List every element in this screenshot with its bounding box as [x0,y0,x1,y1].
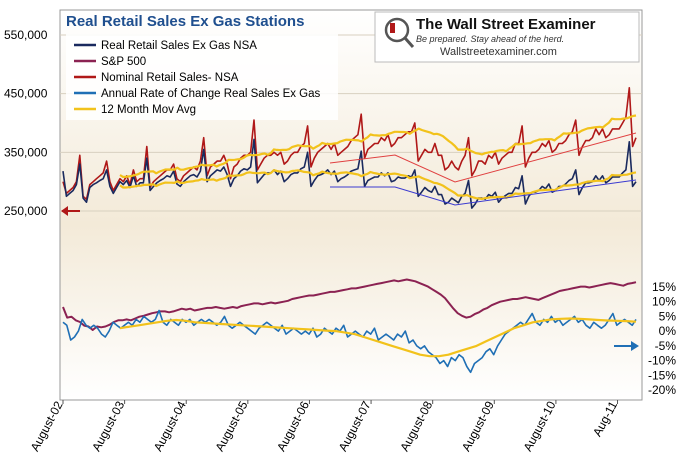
magnifier-icon [384,17,410,43]
logo-tagline: Be prepared. Stay ahead of the herd. [416,34,564,44]
right-axis: 15%10%5%0%-5%-10%-15%-20% [648,280,676,397]
chart-title: Real Retail Sales Ex Gas Stations [66,13,304,30]
right-tick-label: 10% [652,295,676,309]
logo-box [374,11,640,63]
left-tick-label: 250,000 [4,204,48,218]
legend-entry: 12 Month Mov Avg [101,104,196,116]
logo: The Wall Street Examiner Be prepared. St… [374,11,640,63]
series-annual-roc [62,309,637,374]
magnifier-handle-icon [403,37,415,48]
trend-line-blue [330,179,637,206]
series-mov-avg-roc [119,317,637,358]
trend-line-red [329,132,637,183]
left-tick-label: 550,000 [4,28,48,42]
left-tick-label: 350,000 [4,145,48,159]
right-tick-label: -10% [648,354,676,368]
series-mov-avg-nominal [119,114,637,178]
legend-entry: Annual Rate of Change Real Sales Ex Gas [101,88,321,100]
right-tick-label: -5% [655,339,677,353]
legend-entry: Nominal Retail Sales- NSA [101,72,239,84]
right-tick-label: -20% [648,383,676,397]
left-tick-label: 450,000 [4,87,48,101]
left-arrow-head-icon [61,206,68,216]
flag-stripe-icon [390,23,395,33]
right-tick-label: -15% [648,368,676,382]
right-tick-label: 0% [659,324,677,338]
right-arrow-head-icon [631,341,639,351]
series-nominal-retail [62,87,637,201]
legend-entry: Real Retail Sales Ex Gas NSA [101,40,257,52]
series-mov-avg-real [119,169,637,200]
left-arrow [61,206,80,216]
series-layer [62,87,637,374]
left-axis: 550,000 450,000 350,000 250,000 [4,28,48,218]
legend-entry: S&P 500 [101,56,146,68]
right-tick-label: 15% [652,280,676,294]
logo-url: Wallstreetexaminer.com [440,46,557,58]
right-tick-label: 5% [659,309,677,323]
logo-name: The Wall Street Examiner [416,16,596,33]
legend-box [66,34,338,120]
right-arrow [614,341,639,351]
legend: Real Retail Sales Ex Gas NSA S&P 500 Nomin… [66,34,338,120]
